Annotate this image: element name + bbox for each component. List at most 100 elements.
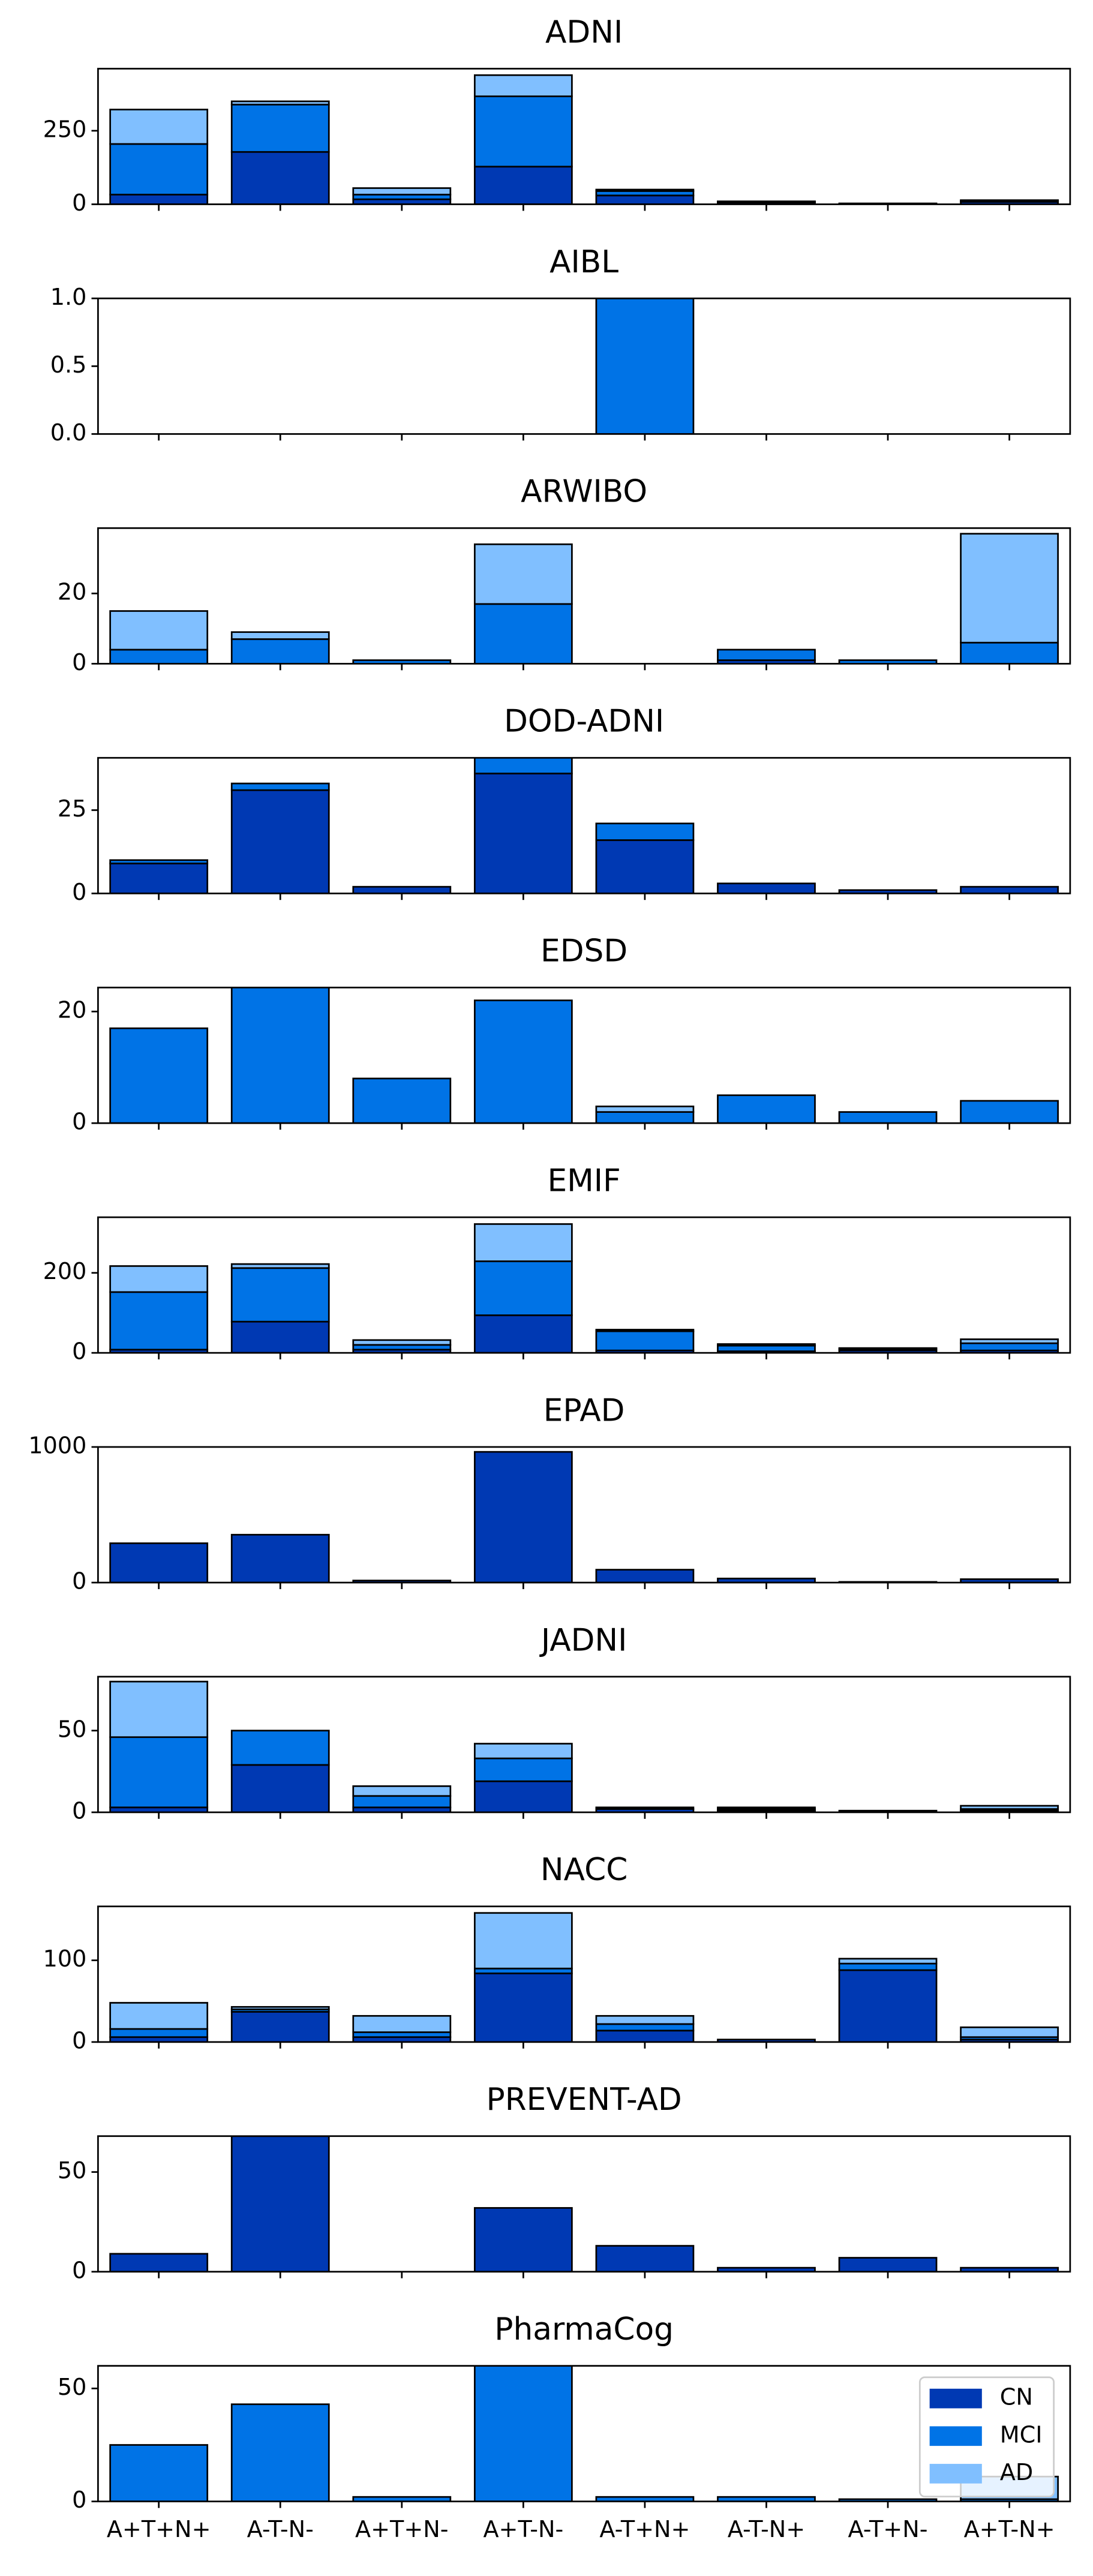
bar-segment bbox=[960, 533, 1059, 644]
bar-segment bbox=[352, 1339, 452, 1346]
bar-segment bbox=[960, 641, 1059, 664]
bar-segment bbox=[960, 885, 1059, 894]
chart-title: PharmaCog bbox=[494, 2311, 674, 2347]
chart-title: JADNI bbox=[539, 1622, 627, 1658]
bar-segment bbox=[473, 1260, 573, 1316]
y-tick-label: 0 bbox=[72, 1338, 86, 1365]
bar-segment bbox=[960, 1805, 1059, 1810]
bar-segment bbox=[473, 2365, 573, 2502]
bar-segment bbox=[595, 1806, 695, 1810]
y-tick-label: 50 bbox=[58, 2374, 87, 2400]
bar-segment bbox=[109, 1027, 209, 1124]
bar-segment bbox=[717, 2038, 816, 2042]
bar-segment bbox=[109, 1680, 209, 1739]
bar-segment bbox=[717, 1094, 816, 1124]
chart-title: DOD-ADNI bbox=[504, 704, 664, 740]
bar-segment bbox=[109, 143, 209, 196]
chart-title: NACC bbox=[541, 1852, 627, 1888]
x-tick-label: A+T+N+ bbox=[107, 2516, 211, 2542]
bar-segment bbox=[595, 298, 695, 434]
bar-segment bbox=[230, 103, 330, 153]
bar-segment bbox=[230, 100, 330, 106]
x-tick-label: A-T+N+ bbox=[599, 2516, 690, 2542]
bar-segment bbox=[838, 1347, 938, 1350]
chart-title: PREVENT-AD bbox=[487, 2082, 682, 2118]
bar-segment bbox=[595, 1111, 695, 1124]
bar-segment bbox=[109, 648, 209, 664]
chart-title: AIBL bbox=[549, 244, 618, 280]
axes-frame bbox=[97, 1905, 1071, 2043]
bar-segment bbox=[230, 631, 330, 640]
bar-segment bbox=[109, 2444, 209, 2502]
bar-segment bbox=[230, 987, 330, 1124]
bar-segment bbox=[960, 1338, 1059, 1344]
bar-segment bbox=[230, 782, 330, 791]
bar-segment bbox=[109, 1291, 209, 1351]
bar-segment bbox=[230, 2403, 330, 2502]
bar-segment bbox=[230, 1320, 330, 1353]
bar-segment bbox=[960, 1578, 1059, 1583]
bar-segment bbox=[230, 1764, 330, 1812]
bar-segment bbox=[473, 74, 573, 97]
bar-segment bbox=[473, 166, 573, 205]
y-tick-label: 250 bbox=[43, 116, 87, 142]
bar-segment bbox=[109, 2028, 209, 2038]
y-tick-label: 20 bbox=[58, 579, 87, 605]
x-tick-label: A+T+N- bbox=[355, 2516, 448, 2542]
plot-area bbox=[109, 533, 1059, 664]
x-tick-label: A-T-N+ bbox=[728, 2516, 805, 2542]
bar-segment bbox=[473, 772, 573, 894]
legend-swatch bbox=[929, 2426, 982, 2446]
bar-segment bbox=[473, 1451, 573, 1583]
chart-title: ARWIBO bbox=[521, 474, 647, 510]
bar-segment bbox=[473, 758, 573, 774]
bar-segment bbox=[230, 1533, 330, 1583]
y-tick-label: 0 bbox=[72, 2487, 86, 2513]
bar-segment bbox=[838, 2498, 938, 2502]
bar-segment bbox=[473, 603, 573, 664]
bar-segment bbox=[473, 1743, 573, 1760]
bar-segment bbox=[352, 1580, 452, 1583]
y-tick-label: 20 bbox=[58, 997, 87, 1023]
bar-segment bbox=[838, 2257, 938, 2272]
bar-segment bbox=[473, 1912, 573, 1969]
bar-segment bbox=[473, 999, 573, 1124]
legend-label: AD bbox=[1000, 2459, 1033, 2485]
plot-area bbox=[109, 987, 1059, 1124]
legend-label: MCI bbox=[1000, 2421, 1043, 2448]
bar-segment bbox=[717, 2266, 816, 2272]
plot-area bbox=[109, 74, 1059, 205]
bar-segment bbox=[109, 1265, 209, 1293]
bar-segment bbox=[109, 859, 209, 864]
y-tick-label: 0 bbox=[72, 2257, 86, 2283]
bar-segment bbox=[473, 1757, 573, 1782]
bar-segment bbox=[838, 889, 938, 894]
bar-segment bbox=[230, 151, 330, 205]
bar-segment bbox=[960, 1100, 1059, 1124]
bar-segment bbox=[473, 1780, 573, 1812]
bar-segment bbox=[838, 1969, 938, 2042]
y-tick-label: 0.5 bbox=[50, 352, 87, 378]
x-tick-label: A+T-N+ bbox=[964, 2516, 1055, 2542]
bar-segment bbox=[109, 610, 209, 651]
axes-frame bbox=[97, 1446, 1071, 1584]
bar-segment bbox=[230, 1263, 330, 1269]
y-tick-label: 0.0 bbox=[50, 419, 87, 446]
y-tick-label: 50 bbox=[58, 1716, 87, 1742]
bar-segment bbox=[109, 193, 209, 205]
axes-frame bbox=[97, 2135, 1071, 2273]
bar-segment bbox=[595, 194, 695, 205]
bar-segment bbox=[109, 109, 209, 145]
bar-segment bbox=[230, 2136, 330, 2272]
plot-area bbox=[109, 2136, 1059, 2272]
bar-segment bbox=[595, 822, 695, 841]
bar-segment bbox=[960, 1342, 1059, 1352]
x-tick-label: A-T+N- bbox=[848, 2516, 928, 2542]
bar-segment bbox=[473, 1972, 573, 2042]
bar-segment bbox=[838, 1111, 938, 1124]
chart-title: EMIF bbox=[547, 1163, 620, 1199]
bar-segment bbox=[960, 2026, 1059, 2038]
y-tick-label: 25 bbox=[58, 795, 87, 822]
bar-segment bbox=[595, 2023, 695, 2032]
